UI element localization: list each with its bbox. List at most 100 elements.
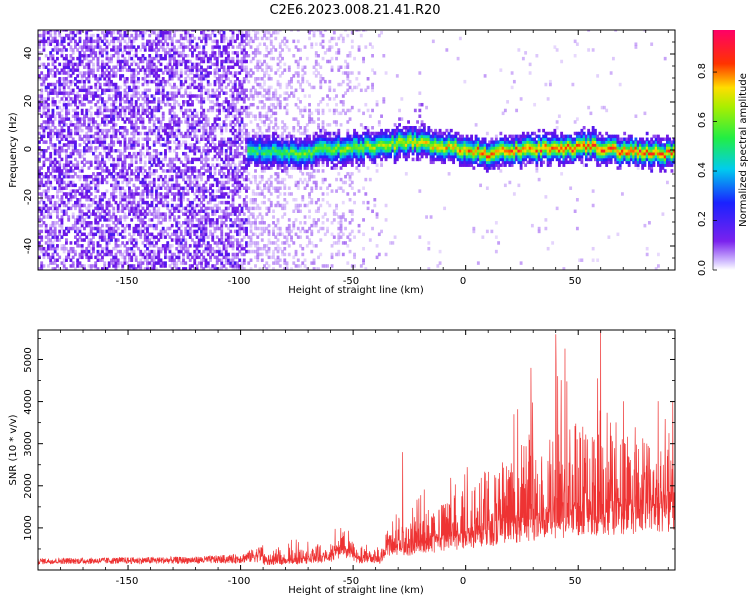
spectrogram-cell	[146, 186, 149, 190]
spectrogram-cell	[206, 246, 210, 251]
spectrogram-cell	[211, 163, 215, 167]
spectrogram-cell	[260, 143, 264, 147]
spectrogram-cell	[251, 140, 255, 144]
spectrogram-cell	[188, 134, 192, 139]
spectrogram-cell	[110, 114, 113, 118]
spectrogram-cell	[146, 232, 149, 237]
spectrogram-cell	[60, 157, 64, 162]
spectrogram-cell	[65, 238, 68, 242]
spectrogram-cell	[94, 111, 98, 116]
spectrogram-cell	[278, 146, 282, 150]
spectrogram-cell	[112, 126, 116, 130]
spectrogram-cell	[218, 215, 221, 219]
spectrogram-cell	[146, 30, 149, 32]
spectrogram-cell	[105, 146, 109, 150]
spectrogram-cell	[242, 154, 246, 159]
spectrogram-cell	[191, 111, 194, 116]
spectrogram-cell	[193, 212, 197, 216]
spectrogram-cell	[220, 238, 224, 242]
spectrogram-cell	[44, 140, 48, 144]
spectrogram-cell	[211, 131, 215, 136]
spectrogram-cell	[159, 258, 163, 262]
spectrogram-cell	[231, 169, 235, 173]
spectrogram-cell	[69, 45, 73, 49]
spectrogram-cell	[231, 198, 235, 202]
spectrogram-cell	[263, 151, 266, 156]
spectrogram-cell	[209, 94, 212, 98]
spectrogram-cell	[272, 143, 275, 147]
spectrogram-cell	[265, 140, 269, 144]
spectrogram-cell	[179, 198, 183, 202]
spectrogram-cell	[150, 56, 154, 61]
spectrogram-cell	[224, 218, 228, 222]
spectrogram-cell	[229, 56, 233, 61]
spectrogram-cell	[157, 102, 161, 107]
spectrogram-cell	[195, 195, 199, 199]
spectrogram-cell	[276, 249, 280, 254]
spectrogram-cell	[256, 48, 260, 52]
spectrogram-cell	[182, 235, 185, 239]
spectrogram-cell	[236, 56, 239, 61]
spectrogram-cell	[227, 174, 230, 179]
spectrogram-cell	[101, 215, 104, 219]
spectrogram-cell	[186, 108, 190, 113]
spectrogram-cell	[229, 258, 233, 262]
spectrogram-cell	[112, 105, 116, 110]
spectrogram-cell	[123, 94, 127, 98]
spectrogram-cell	[245, 68, 248, 72]
spectrogram-cell	[249, 200, 253, 205]
spectrogram-cell	[152, 267, 156, 270]
spectrogram-cell	[209, 186, 212, 190]
spectrogram-cell	[240, 39, 244, 44]
spectrogram-cell	[213, 146, 217, 150]
spectrogram-cell	[276, 203, 280, 208]
spectrogram-cell	[269, 51, 273, 55]
spectrogram-cell	[56, 169, 59, 173]
spectrogram-cell	[42, 246, 46, 251]
spectrogram-cell	[69, 56, 73, 61]
spectrogram-cell	[121, 68, 125, 72]
spectrogram-cell	[213, 33, 217, 38]
spectrogram-cell	[150, 45, 154, 49]
spectrogram-cell	[245, 123, 248, 127]
spectrogram-cell	[209, 172, 212, 176]
spectrogram-cell	[49, 151, 53, 156]
spectrogram-cell	[89, 120, 93, 124]
spectrogram-cell	[173, 123, 176, 127]
spectrogram-cell	[125, 154, 129, 159]
spectrogram-cell	[137, 131, 140, 136]
spectrogram-cell	[112, 195, 116, 199]
spectrogram-cell	[92, 264, 95, 268]
spectrogram-cell	[200, 97, 203, 101]
spectrogram-cell	[233, 206, 237, 211]
spectrogram-cell	[233, 252, 237, 257]
spectrogram-cell	[224, 157, 228, 162]
spectrogram-cell	[215, 56, 219, 61]
spectrogram-cell	[173, 192, 176, 196]
spectrogram-cell	[211, 62, 215, 67]
spectrogram-cell	[175, 134, 179, 139]
spectrogram-cell	[175, 203, 179, 208]
spectrogram-cell	[175, 192, 179, 196]
spectrogram-cell	[272, 229, 275, 234]
spectrogram-cell	[249, 221, 253, 225]
spectrogram-cell	[128, 186, 131, 190]
spectrogram-cell	[141, 45, 145, 49]
spectrogram-cell	[222, 221, 226, 225]
spectrogram-cell	[254, 131, 257, 136]
spectrogram-cell	[164, 82, 167, 87]
spectrogram-cell	[103, 120, 107, 124]
spectrogram-cell	[242, 137, 246, 141]
spectrogram-cell	[103, 88, 107, 93]
spectrogram-cell	[65, 203, 68, 208]
spectrogram-cell	[177, 235, 181, 239]
spectrogram-cell	[231, 126, 235, 130]
spectrogram-cell	[177, 244, 181, 248]
spectrogram-cell	[186, 126, 190, 130]
spectrogram-cell	[254, 143, 257, 147]
spectrogram-cell	[274, 157, 278, 162]
spectrogram-cell	[155, 140, 158, 144]
spectrogram-cell	[110, 88, 113, 93]
spectrogram-cell	[193, 114, 197, 118]
spectrogram-cell	[173, 30, 176, 32]
